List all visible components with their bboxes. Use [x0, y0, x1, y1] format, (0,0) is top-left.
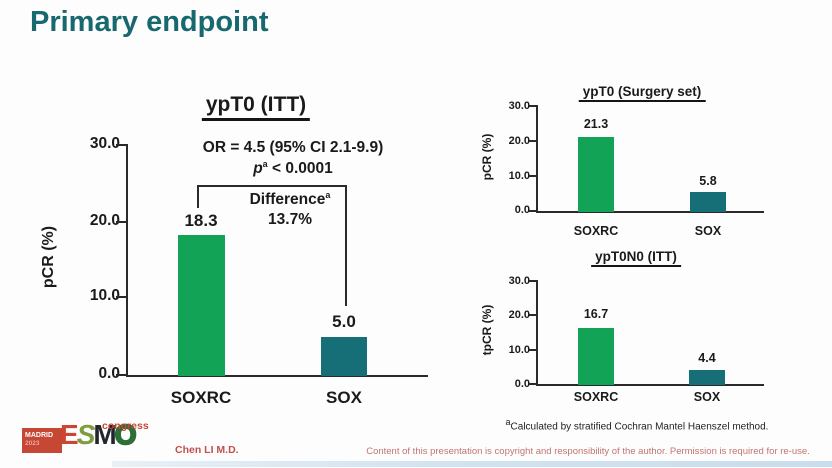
surgery-ytick-0: 0.0: [514, 204, 530, 216]
footnote-superscript: a: [505, 417, 511, 427]
bar-value-soxrc: 21.3: [583, 117, 609, 131]
odds-ratio-annotation: OR = 4.5 (95% CI 2.1-9.9): [202, 139, 384, 156]
ypt0n0-tickmark: [529, 349, 537, 351]
surgery-x-axis: [536, 211, 764, 213]
p-symbol: p: [253, 160, 263, 178]
main-ytick-30: 30.0: [89, 135, 120, 152]
ypt0n0-y-axis: [536, 280, 538, 385]
main-tickmark: [116, 374, 127, 376]
main-x-axis: [126, 375, 428, 377]
bracket-left: [197, 185, 199, 208]
surgery-tickmark: [529, 105, 537, 107]
congress-label: congress: [102, 420, 149, 432]
ypt0n0-chart-title: ypT0N0 (ITT): [591, 249, 681, 267]
footnote: aCalculated by stratified Cochran Mantel…: [505, 417, 769, 433]
ypt0n0-tickmark: [529, 280, 537, 282]
surgery-tickmark: [529, 140, 537, 142]
surgery-ytick-30: 30.0: [508, 100, 530, 112]
bar-soxrc: [178, 235, 225, 376]
main-ytick-10: 10.0: [89, 287, 120, 304]
main-chart-title: ypT0 (ITT): [201, 93, 311, 121]
category-label-soxrc: SOXRC: [573, 224, 619, 238]
surgery-chart-title: ypT0 (Surgery set): [578, 84, 706, 102]
p-value-annotation: pa < 0.0001: [253, 159, 333, 178]
surgery-y-axis-label: pCR (%): [480, 133, 494, 181]
ypt0n0-tickmark: [529, 383, 537, 385]
logo-year: 2023: [25, 440, 40, 447]
bar-sox: [689, 370, 725, 385]
main-y-axis-label: pCR (%): [40, 225, 57, 289]
madrid-2023-badge: MADRID 2023: [22, 428, 62, 453]
surgery-ytick-20: 20.0: [508, 135, 530, 147]
surgery-tickmark: [529, 175, 537, 177]
surgery-ytick-10: 10.0: [508, 170, 530, 182]
main-tickmark: [116, 296, 127, 298]
ypt0n0-x-axis: [536, 384, 764, 386]
category-label-sox: SOX: [694, 224, 722, 238]
bar-sox: [690, 192, 726, 212]
main-ytick-20: 20.0: [89, 212, 120, 229]
esmo-congress-logo: MADRID 2023 ESMO congress: [20, 418, 160, 461]
bar-sox: [321, 337, 367, 376]
category-label-soxrc: SOXRC: [170, 388, 232, 407]
category-label-soxrc: SOXRC: [573, 390, 619, 404]
ypt0n0-ytick-20: 20.0: [508, 309, 530, 321]
bracket-right: [345, 185, 347, 306]
bottom-accent-bar: [112, 461, 832, 467]
page-title: Primary endpoint: [30, 6, 269, 38]
category-label-sox: SOX: [693, 390, 721, 404]
bar-value-soxrc: 18.3: [184, 211, 218, 230]
p-value-text: < 0.0001: [272, 160, 333, 178]
difference-value: 13.7%: [268, 211, 312, 228]
bar-soxrc: [578, 137, 614, 212]
main-tickmark: [116, 144, 127, 146]
main-ytick-0: 0.0: [98, 365, 120, 382]
bar-value-sox: 5.8: [699, 174, 717, 188]
p-superscript: a: [262, 159, 268, 169]
surgery-y-axis: [536, 105, 538, 213]
ypt0n0-y-axis-label: tpCR (%): [480, 304, 494, 356]
surgery-tickmark: [529, 210, 537, 212]
bar-value-sox: 4.4: [698, 351, 716, 365]
copyright-notice: Content of this presentation is copyrigh…: [366, 446, 810, 457]
ypt0n0-tickmark: [529, 314, 537, 316]
bar-soxrc: [578, 328, 614, 385]
bracket-top: [197, 185, 347, 187]
category-label-sox: SOX: [326, 388, 362, 407]
ypt0n0-ytick-0: 0.0: [514, 378, 530, 390]
bar-value-soxrc: 16.7: [583, 307, 609, 321]
esmo-wordmark: ESMO: [60, 418, 137, 451]
difference-label: Differencea: [249, 190, 331, 209]
main-y-axis: [126, 144, 128, 377]
ypt0n0-ytick-10: 10.0: [508, 344, 530, 356]
presenter-name: Chen LI M.D.: [175, 444, 239, 456]
ypt0n0-ytick-30: 30.0: [508, 275, 530, 287]
bar-value-sox: 5.0: [332, 312, 356, 331]
main-tickmark: [116, 221, 127, 223]
difference-superscript: a: [325, 190, 331, 200]
logo-venue: MADRID: [25, 432, 53, 439]
